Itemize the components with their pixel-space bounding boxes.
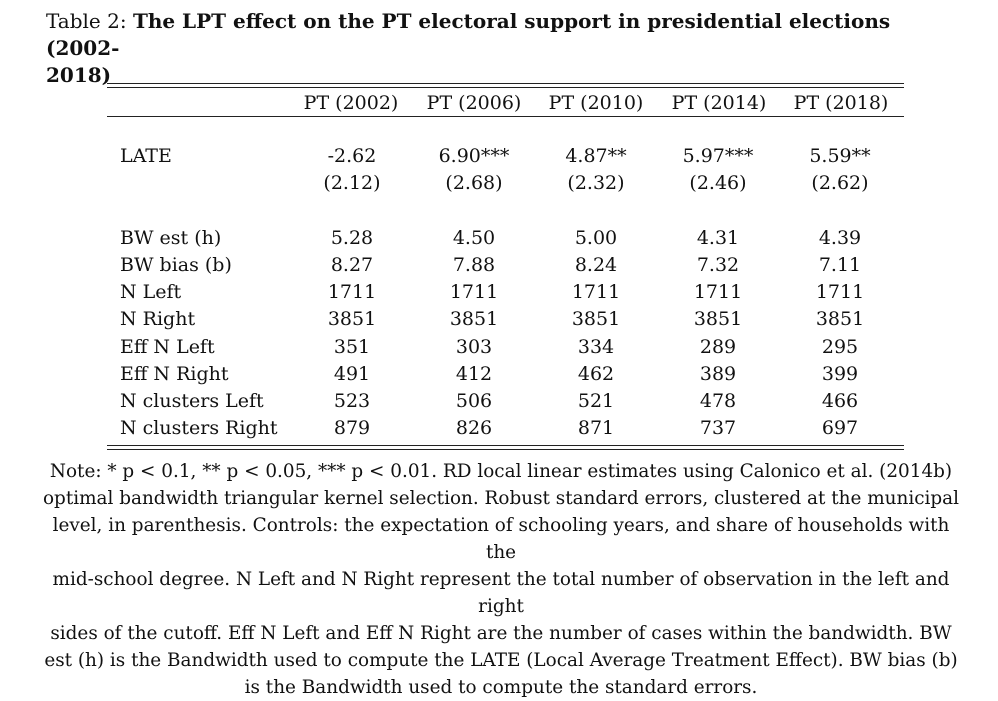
note-line: Note: * p < 0.1, ** p < 0.05, *** p < 0.…: [49, 461, 953, 482]
row-label-eff-n-right: Eff N Right: [120, 363, 229, 385]
table-cell: 1711: [449, 281, 499, 303]
table-cell: 478: [699, 390, 737, 412]
row-label-bw-est: BW est (h): [120, 227, 222, 249]
table-cell: 1711: [327, 281, 377, 303]
table-cell: 8.27: [330, 254, 374, 276]
table-cell: 506: [455, 390, 493, 412]
table-cell: 399: [821, 363, 859, 385]
table-cell: 521: [577, 390, 615, 412]
late-estimate-2: 6.90***: [438, 145, 510, 167]
table-cell: 5.00: [574, 227, 618, 249]
late-se-2: (2.68): [445, 172, 503, 194]
late-se-3: (2.32): [567, 172, 625, 194]
table-cell: 3851: [327, 308, 377, 330]
table-cell: 1711: [815, 281, 865, 303]
table-cell: 697: [821, 417, 859, 439]
top-rule: [107, 83, 904, 84]
table-cell: 737: [699, 417, 737, 439]
table-cell: 7.88: [452, 254, 496, 276]
row-label-n-clusters-right: N clusters Right: [120, 417, 278, 439]
table-cell: 7.32: [696, 254, 740, 276]
table-cell: 1711: [571, 281, 621, 303]
table-cell: 351: [333, 336, 371, 358]
note-line: sides of the cutoff. Eff N Left and Eff …: [50, 623, 952, 644]
table-cell: 5.28: [330, 227, 374, 249]
late-se-1: (2.12): [323, 172, 381, 194]
column-header-1: PT (2002): [303, 92, 399, 114]
late-estimate-4: 5.97***: [682, 145, 754, 167]
late-label: LATE: [120, 145, 172, 167]
late-se-5: (2.62): [811, 172, 869, 194]
table-cell: 7.11: [818, 254, 862, 276]
late-estimate-3: 4.87**: [565, 145, 627, 167]
table-cell: 4.50: [452, 227, 496, 249]
table-cell: 871: [577, 417, 615, 439]
column-header-2: PT (2006): [426, 92, 522, 114]
table-cell: 334: [577, 336, 615, 358]
table-cell: 412: [455, 363, 493, 385]
note-line: optimal bandwidth triangular kernel sele…: [42, 488, 960, 509]
table-cell: 8.24: [574, 254, 618, 276]
caption-title: The LPT effect on the PT electoral suppo…: [46, 9, 891, 60]
column-header-3: PT (2010): [548, 92, 644, 114]
table-cell: 3851: [449, 308, 499, 330]
caption-prefix: Table 2:: [46, 9, 127, 33]
table-cell: 879: [333, 417, 371, 439]
column-header-5: PT (2018): [793, 92, 889, 114]
row-label-n-right: N Right: [120, 308, 196, 330]
table-cell: 491: [333, 363, 371, 385]
table-cell: 295: [821, 336, 859, 358]
table-cell: 289: [699, 336, 737, 358]
late-estimate-1: -2.62: [327, 145, 377, 167]
table-cell: 1711: [693, 281, 743, 303]
note-line: est (h) is the Bandwidth used to compute…: [44, 650, 958, 671]
table-cell: 4.31: [696, 227, 740, 249]
top-rule-2: [107, 87, 904, 88]
table-cell: 523: [333, 390, 371, 412]
table-cell: 826: [455, 417, 493, 439]
row-label-bw-bias: BW bias (b): [120, 254, 232, 276]
header-rule: [107, 116, 904, 117]
caption-title-cont: 2018): [46, 63, 112, 87]
table-cell: 466: [821, 390, 859, 412]
note-line: mid-school degree. N Left and N Right re…: [52, 569, 950, 617]
row-label-n-left: N Left: [120, 281, 182, 303]
row-label-n-clusters-left: N clusters Left: [120, 390, 264, 412]
note-line: level, in parenthesis. Controls: the exp…: [52, 515, 950, 563]
table-cell: 4.39: [818, 227, 862, 249]
bottom-rule-2: [107, 449, 904, 450]
table-cell: 303: [455, 336, 493, 358]
table-cell: 462: [577, 363, 615, 385]
bottom-rule: [107, 445, 904, 446]
late-estimate-5: 5.59**: [809, 145, 871, 167]
table-cell: 3851: [571, 308, 621, 330]
column-header-4: PT (2014): [671, 92, 767, 114]
table-caption: Table 2: The LPT effect on the PT electo…: [46, 8, 966, 89]
note-line: is the Bandwidth used to compute the sta…: [244, 677, 758, 698]
table-cell: 389: [699, 363, 737, 385]
row-label-eff-n-left: Eff N Left: [120, 336, 215, 358]
table-cell: 3851: [815, 308, 865, 330]
table-cell: 3851: [693, 308, 743, 330]
late-se-4: (2.46): [689, 172, 747, 194]
